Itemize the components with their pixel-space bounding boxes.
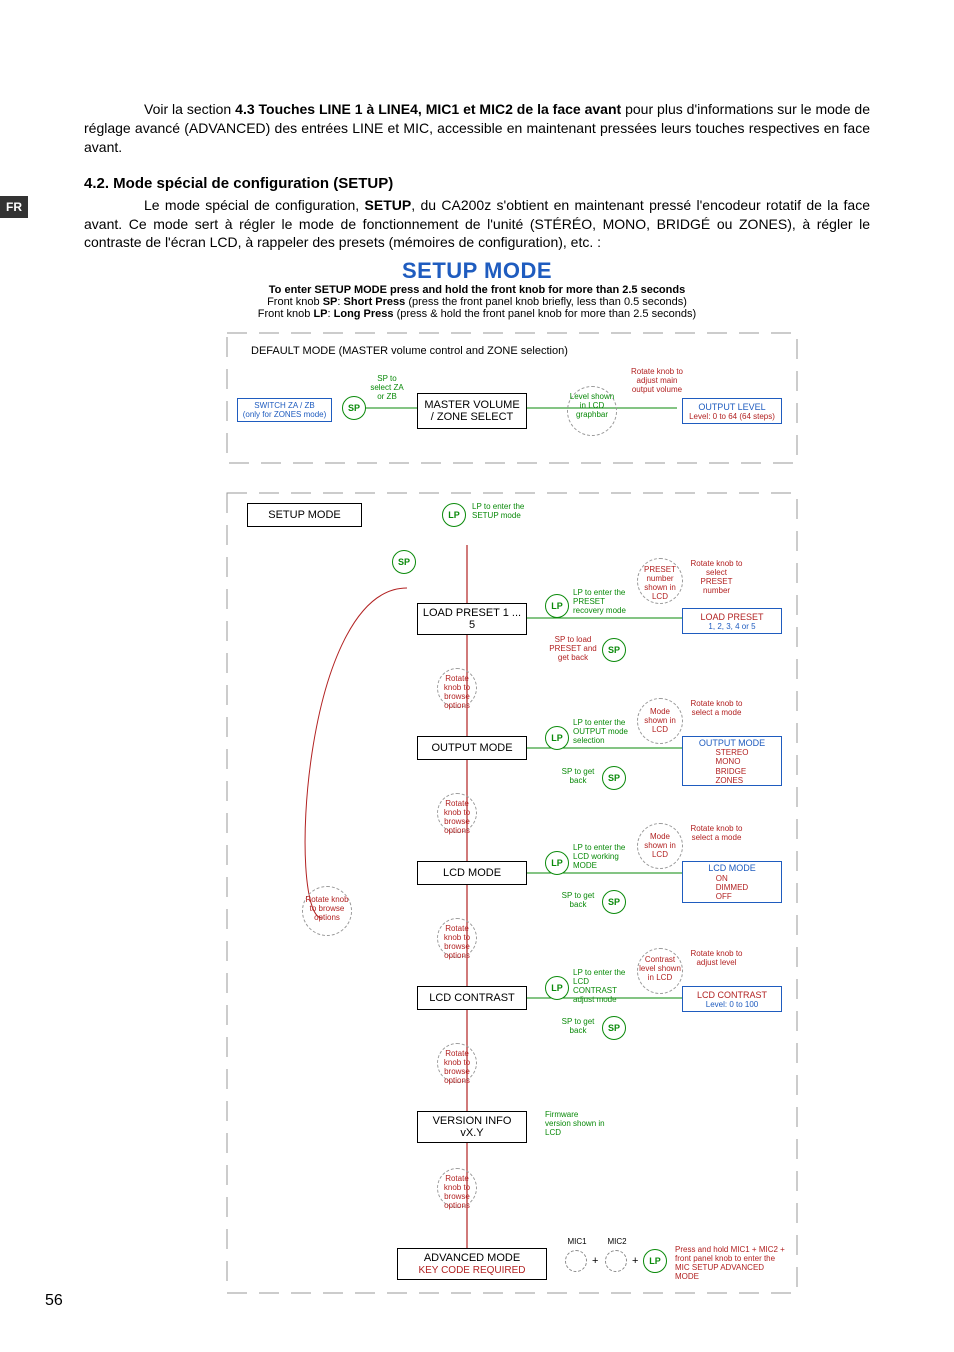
advanced-mode-box: ADVANCED MODE KEY CODE REQUIRED [397,1248,547,1280]
mic2-label: MIC2 [604,1238,630,1247]
sp-back-contrast-label: SP to get back [557,1018,599,1036]
output-mode-r: OUTPUT MODE [699,738,765,748]
lang-tag: FR [0,196,28,218]
subline-1: To enter SETUP MODE press and hold the f… [84,284,870,296]
sp-back-output-label: SP to get back [557,768,599,786]
lcd-mode-list: ON DIMMED OFF [716,874,748,902]
rotate-browse-4: Rotate knob to browse options [437,1050,477,1085]
output-mode-r-box: OUTPUT MODE STEREO MONO BRIDGE ZONES [682,736,782,786]
lp-enter-contrast-label: LP to enter the LCD CONTRAST adjust mode [573,969,633,1004]
sp-load-preset-label: SP to load PRESET and get back [547,636,599,662]
advanced-sub: KEY CODE REQUIRED [418,1265,525,1277]
load-preset-r-sub: 1, 2, 3, 4 or 5 [708,622,755,631]
master-volume-box: MASTER VOLUME / ZONE SELECT [417,393,527,429]
plus-2: + [632,1255,638,1267]
setup-paragraph: Le mode spécial de configuration, SETUP,… [84,196,870,253]
output-level: OUTPUT LEVEL [698,402,765,412]
lcd-contrast-box: LCD CONTRAST [417,986,527,1010]
preset-num-label: PRESET number shown in LCD [638,566,682,601]
intro-bold: 4.3 Touches LINE 1 à LINE4, MIC1 et MIC2… [235,101,621,117]
mode-shown-2: Mode shown in LCD [638,833,682,859]
switch-za-zb-box: SWITCH ZA / ZB (only for ZONES mode) [237,398,332,422]
output-mode-list: STEREO MONO BRIDGE ZONES [716,748,749,785]
lp-enter-lcd-label: LP to enter the LCD working MODE [573,844,633,870]
rotate-preset-label: Rotate knob to select PRESET number [689,560,744,595]
connector-lines [127,328,827,1298]
subline-3: Front knob LP: Long Press (press & hold … [84,308,870,320]
switch-sub: (only for ZONES mode) [243,410,327,419]
section-heading: 4.2. Mode spécial de configuration (SETU… [84,175,870,192]
advanced-mode: ADVANCED MODE [424,1252,520,1265]
lcd-mode-r-box: LCD MODE ON DIMMED OFF [682,861,782,903]
page-number: 56 [45,1292,63,1310]
lcd-mode-box: LCD MODE [417,861,527,885]
default-mode-label: DEFAULT MODE (MASTER volume control and … [247,343,607,363]
mic1-label: MIC1 [564,1238,590,1247]
rotate-browse-5: Rotate knob to browse options [437,1175,477,1210]
setup-para-a: Le mode spécial de configuration, [144,197,365,213]
contrast-shown: Contrast level shown in LCD [638,956,682,982]
output-mode-box: OUTPUT MODE [417,736,527,760]
diagram-area: DEFAULT MODE (MASTER volume control and … [127,328,827,1298]
diagram-title: SETUP MODE [84,258,870,284]
output-level-sub: Level: 0 to 64 (64 steps) [689,412,775,421]
press-hold-mic: Press and hold MIC1 + MIC2 + front panel… [675,1246,790,1281]
load-preset-r: LOAD PRESET [700,612,763,622]
load-preset-box: LOAD PRESET 1 ... 5 [417,603,527,635]
rotate-browse-loop: Rotate knob to browse options [304,896,350,922]
setup-mode-box: SETUP MODE [247,503,362,527]
rotate-select-mode-2: Rotate knob to select a mode [689,825,744,843]
setup-para-b: SETUP [365,197,412,213]
fw-shown-label: Firmware version shown in LCD [545,1111,605,1137]
subline-2: Front knob SP: Short Press (press the fr… [84,296,870,308]
lp-enter-output-label: LP to enter the OUTPUT mode selection [573,719,633,745]
lcd-mode-r: LCD MODE [708,863,756,873]
rotate-main-label: Rotate knob to adjust main output volume [627,368,687,394]
plus-1: + [592,1255,598,1267]
rotate-browse-1: Rotate knob to browse options [437,675,477,710]
rotate-browse-2: Rotate knob to browse options [437,800,477,835]
intro-paragraph: Voir la section 4.3 Touches LINE 1 à LIN… [84,100,870,157]
rotate-browse-3: Rotate knob to browse options [437,925,477,960]
level-shown-label: Level shown in LCD graphbar [567,393,617,419]
lp-enter-preset-label: LP to enter the PRESET recovery mode [573,589,633,615]
lcd-contrast-r: LCD CONTRAST [697,990,767,1000]
lp-enter-setup-label: LP to enter the SETUP mode [472,503,532,521]
sp-back-lcd-label: SP to get back [557,892,599,910]
load-preset-r-box: LOAD PRESET 1, 2, 3, 4 or 5 [682,608,782,634]
mode-shown-1: Mode shown in LCD [638,708,682,734]
version-info-box: VERSION INFO vX.Y [417,1111,527,1143]
rotate-adjust-level: Rotate knob to adjust level [689,950,744,968]
switch-za-zb: SWITCH ZA / ZB [254,401,314,410]
lcd-contrast-r-box: LCD CONTRAST Level: 0 to 100 [682,986,782,1012]
lcd-contrast-sub: Level: 0 to 100 [706,1000,758,1009]
output-level-box: OUTPUT LEVEL Level: 0 to 64 (64 steps) [682,398,782,424]
sp-zazb-label: SP to select ZA or ZB [367,375,407,401]
rotate-select-mode-1: Rotate knob to select a mode [689,700,744,718]
intro-prefix: Voir la section [144,101,235,117]
